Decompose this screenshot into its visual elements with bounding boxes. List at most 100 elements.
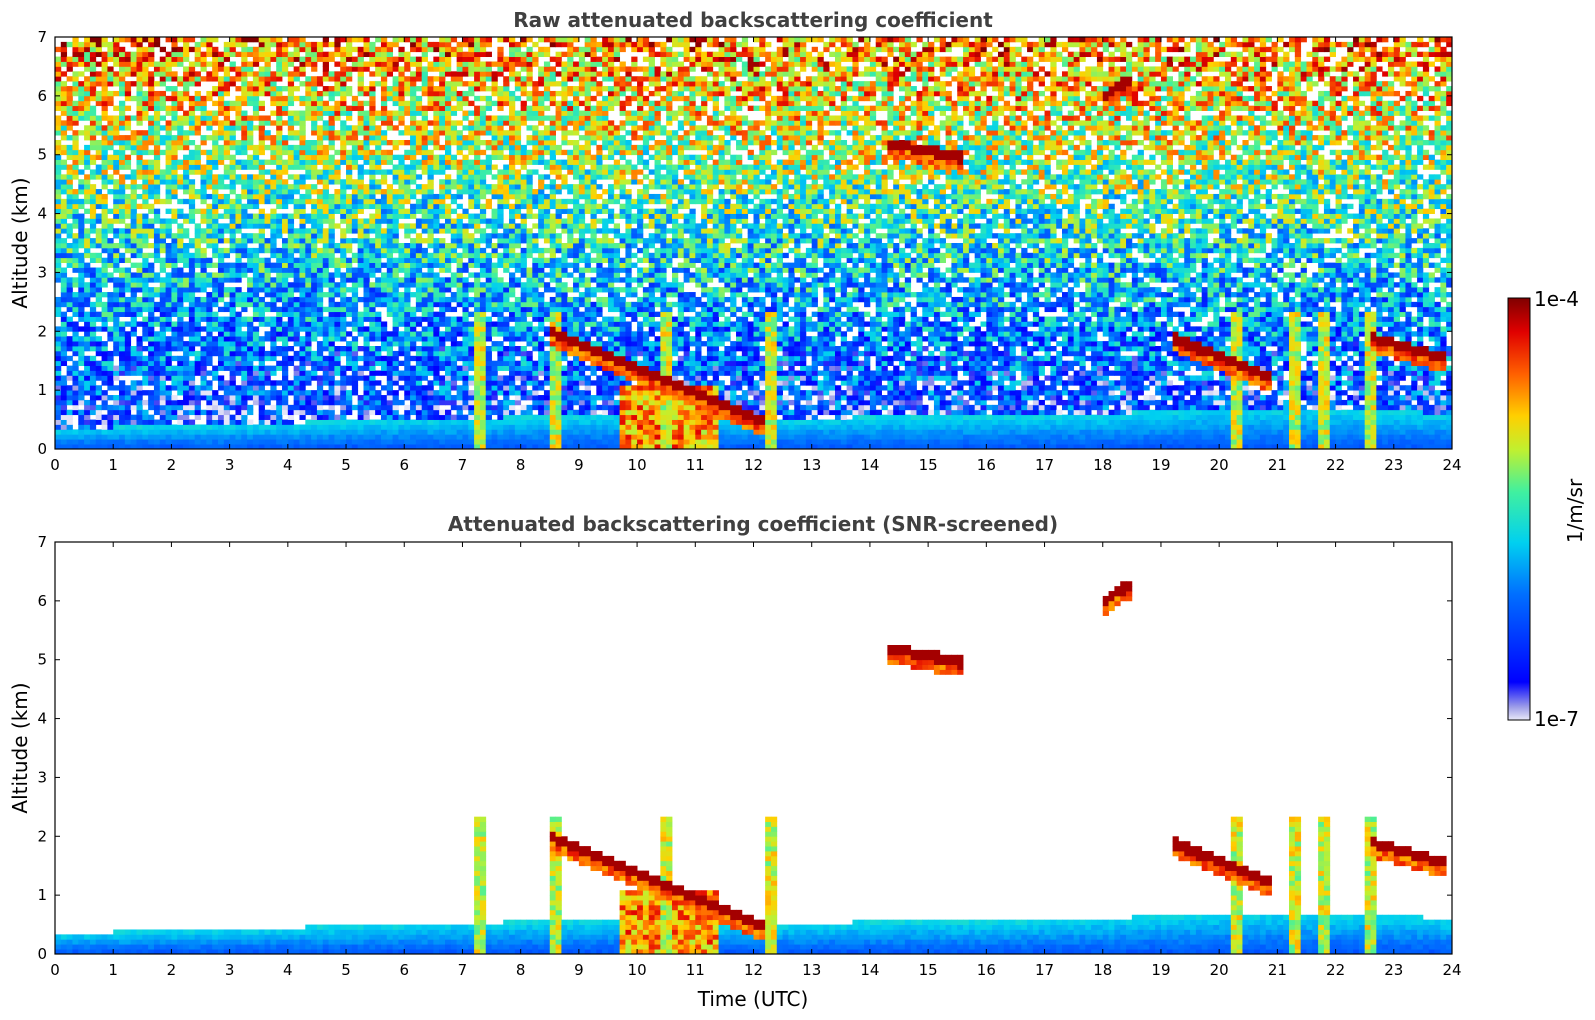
heatmap-cell xyxy=(386,360,394,367)
heatmap-cell xyxy=(468,434,475,440)
heatmap-cell xyxy=(171,159,178,165)
heatmap-cell xyxy=(194,365,201,371)
heatmap-cell xyxy=(293,277,300,283)
heatmap-cell xyxy=(346,429,353,435)
heatmap-cell xyxy=(299,399,306,406)
heatmap-cell xyxy=(340,404,347,411)
heatmap-cell xyxy=(380,243,388,249)
heatmap-cell xyxy=(450,46,458,53)
heatmap-cell xyxy=(456,213,463,219)
heatmap-cell xyxy=(78,257,85,264)
heatmap-cell xyxy=(404,287,411,293)
heatmap-cell xyxy=(468,301,475,308)
heatmap-cell xyxy=(142,76,149,82)
heatmap-cell xyxy=(159,395,166,401)
heatmap-cell xyxy=(78,46,85,53)
heatmap-cell xyxy=(380,434,388,440)
heatmap-cell xyxy=(235,193,242,200)
heatmap-cell xyxy=(282,429,289,435)
heatmap-cell xyxy=(380,370,388,376)
heatmap-cell xyxy=(107,439,114,445)
heatmap-cell xyxy=(287,326,295,332)
heatmap-cell xyxy=(346,444,353,450)
heatmap-cell xyxy=(217,223,225,229)
heatmap-cell xyxy=(241,193,248,200)
heatmap-cell xyxy=(200,95,207,102)
heatmap-cell xyxy=(410,404,417,411)
heatmap-cell xyxy=(375,346,382,352)
heatmap-cell xyxy=(60,223,68,229)
heatmap-cell xyxy=(130,189,137,195)
heatmap-cell xyxy=(212,37,219,43)
heatmap-cell xyxy=(456,169,463,175)
heatmap-cell xyxy=(276,125,283,131)
heatmap-cell xyxy=(107,135,114,141)
heatmap-cell xyxy=(410,203,417,210)
heatmap-cell xyxy=(311,174,318,180)
heatmap-cell xyxy=(66,287,73,293)
heatmap-cell xyxy=(456,404,463,411)
heatmap-cell xyxy=(194,154,201,161)
heatmap-cell xyxy=(328,439,335,445)
heatmap-cell xyxy=(380,409,388,416)
heatmap-cell xyxy=(119,287,126,293)
heatmap-cell xyxy=(136,380,143,386)
heatmap-cell xyxy=(217,105,225,111)
heatmap-cell xyxy=(299,424,306,430)
heatmap-cell xyxy=(258,399,265,406)
heatmap-cell xyxy=(119,189,126,195)
heatmap-cell xyxy=(223,66,231,72)
heatmap-cell xyxy=(165,76,172,82)
heatmap-cell xyxy=(293,267,300,273)
heatmap-cell xyxy=(72,370,79,376)
heatmap-cell xyxy=(177,419,184,425)
heatmap-cell xyxy=(299,41,306,48)
heatmap-cell xyxy=(78,262,85,268)
heatmap-cell xyxy=(334,130,341,136)
heatmap-cell xyxy=(462,262,469,268)
heatmap-cell xyxy=(171,306,178,313)
heatmap-cell xyxy=(183,409,190,416)
heatmap-cell xyxy=(287,228,295,234)
heatmap-cell xyxy=(95,140,102,146)
heatmap-cell xyxy=(55,365,62,371)
heatmap-cell xyxy=(270,385,277,391)
heatmap-cell xyxy=(328,434,335,440)
heatmap-cell xyxy=(375,66,382,72)
heatmap-cell xyxy=(404,169,411,175)
heatmap-cell xyxy=(264,218,271,224)
heatmap-cell xyxy=(72,144,79,151)
heatmap-cell xyxy=(264,257,271,264)
heatmap-cell xyxy=(369,86,376,92)
heatmap-cell xyxy=(445,346,452,352)
heatmap-cell xyxy=(241,100,248,107)
heatmap-cell xyxy=(113,56,120,62)
heatmap-cell xyxy=(305,429,312,435)
heatmap-cell xyxy=(136,301,143,308)
heatmap-cell xyxy=(124,399,132,406)
heatmap-cell xyxy=(450,380,458,386)
heatmap-cell xyxy=(264,86,271,92)
heatmap-cell xyxy=(398,76,405,82)
heatmap-cell xyxy=(241,233,248,239)
heatmap-cell xyxy=(369,41,376,48)
heatmap-cell xyxy=(305,355,312,362)
heatmap-cell xyxy=(183,350,190,357)
heatmap-cell xyxy=(60,243,68,249)
heatmap-cell xyxy=(258,90,265,97)
heatmap-cell xyxy=(311,56,318,62)
heatmap-cell xyxy=(66,321,73,327)
heatmap-cell xyxy=(159,365,166,371)
heatmap-cell xyxy=(410,76,417,82)
heatmap-cell xyxy=(421,316,428,322)
heatmap-cell xyxy=(177,174,184,180)
heatmap-cell xyxy=(165,346,172,352)
heatmap-cell xyxy=(392,370,399,376)
heatmap-cell xyxy=(445,326,452,332)
heatmap-cell xyxy=(456,164,463,170)
heatmap-cell xyxy=(270,252,277,259)
heatmap-cell xyxy=(171,262,178,268)
heatmap-cell xyxy=(89,301,97,308)
heatmap-cell xyxy=(380,238,388,244)
heatmap-cell xyxy=(89,311,97,317)
